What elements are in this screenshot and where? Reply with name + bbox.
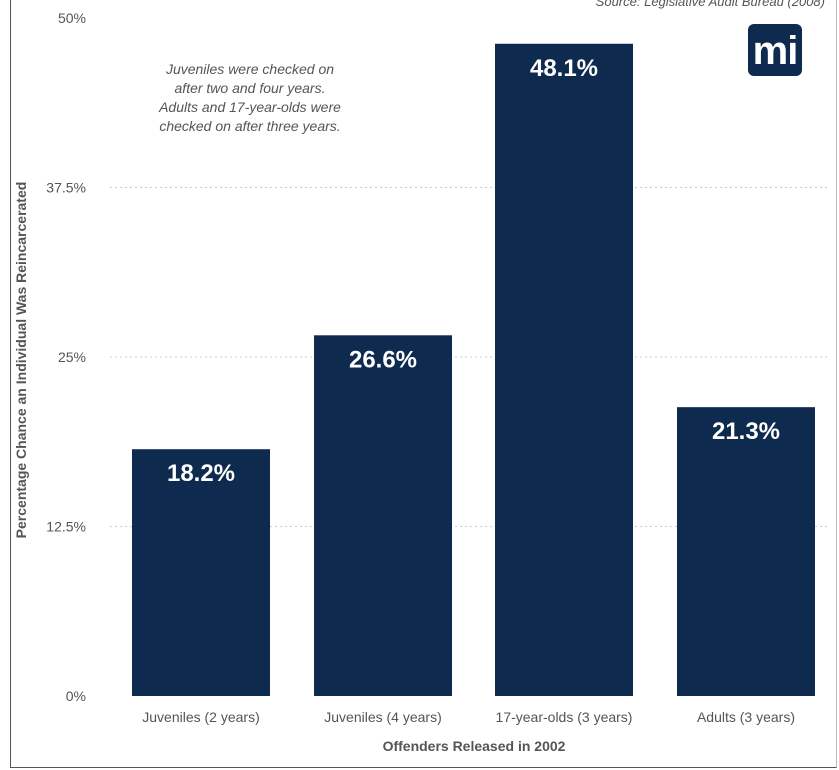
y-tick-label: 0% bbox=[66, 688, 86, 704]
bar-value-label: 21.3% bbox=[712, 418, 780, 445]
mi-logo: mi bbox=[748, 24, 802, 76]
x-tick-label: Juveniles (2 years) bbox=[142, 709, 260, 725]
x-tick-label: Juveniles (4 years) bbox=[324, 709, 442, 725]
bar-value-label: 26.6% bbox=[349, 346, 417, 373]
source-caption: Source: Legislative Audit Bureau (2008) bbox=[595, 0, 825, 9]
chart-annotation: Juveniles were checked on after two and … bbox=[120, 60, 380, 136]
annotation-line: checked on after three years. bbox=[159, 118, 341, 134]
annotation-line: after two and four years. bbox=[174, 80, 326, 96]
bar-value-label: 48.1% bbox=[530, 55, 598, 82]
chart-frame bbox=[10, 0, 837, 768]
bar bbox=[314, 335, 452, 696]
x-tick-label: 17-year-olds (3 years) bbox=[496, 709, 633, 725]
x-tick-label: Adults (3 years) bbox=[697, 709, 795, 725]
y-tick-label: 12.5% bbox=[46, 519, 86, 535]
y-tick-label: 37.5% bbox=[46, 180, 86, 196]
y-tick-label: 25% bbox=[58, 349, 86, 365]
x-axis-label: Offenders Released in 2002 bbox=[382, 738, 566, 754]
bar bbox=[132, 449, 270, 696]
y-tick-label: 50% bbox=[58, 10, 86, 26]
bar-value-label: 18.2% bbox=[167, 460, 235, 487]
annotation-line: Adults and 17-year-olds were bbox=[159, 99, 341, 115]
bar bbox=[495, 43, 633, 697]
annotation-line: Juveniles were checked on bbox=[165, 61, 335, 77]
bar bbox=[677, 407, 815, 696]
